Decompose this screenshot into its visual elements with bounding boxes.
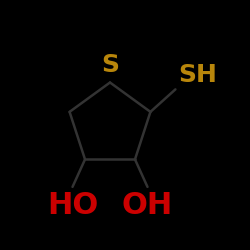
Text: SH: SH xyxy=(178,63,217,87)
Text: HO: HO xyxy=(47,191,98,220)
Text: OH: OH xyxy=(122,191,173,220)
Text: S: S xyxy=(101,54,119,78)
